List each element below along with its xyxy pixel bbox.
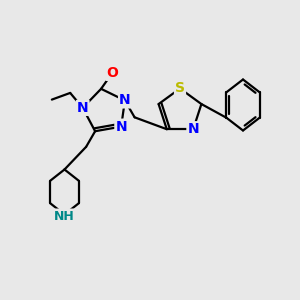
Text: O: O — [106, 66, 118, 80]
Text: N: N — [119, 93, 131, 107]
Text: S: S — [175, 82, 185, 95]
Text: NH: NH — [54, 209, 75, 223]
Text: N: N — [77, 101, 88, 115]
Text: N: N — [188, 122, 199, 136]
Text: N: N — [116, 120, 127, 134]
